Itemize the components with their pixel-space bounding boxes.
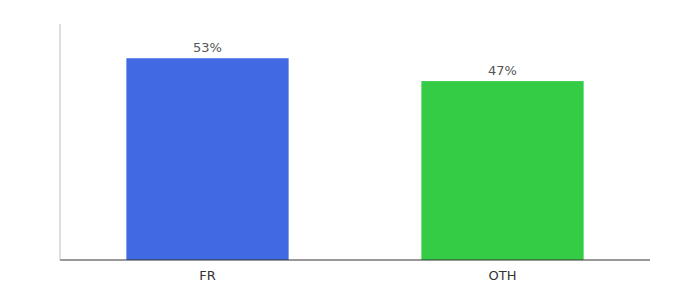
data-label: 53% xyxy=(193,40,222,55)
bars xyxy=(126,58,583,260)
data-label: 47% xyxy=(488,63,517,78)
y-axis-line xyxy=(60,24,61,260)
chart-container: 53% 47% FR OTH xyxy=(0,0,680,300)
x-tick-label: FR xyxy=(199,268,216,283)
bar xyxy=(126,58,288,260)
bar xyxy=(421,81,583,260)
x-tick-label: OTH xyxy=(489,268,517,283)
chart-svg: 53% 47% FR OTH xyxy=(0,0,680,300)
x-axis-line xyxy=(60,260,650,261)
